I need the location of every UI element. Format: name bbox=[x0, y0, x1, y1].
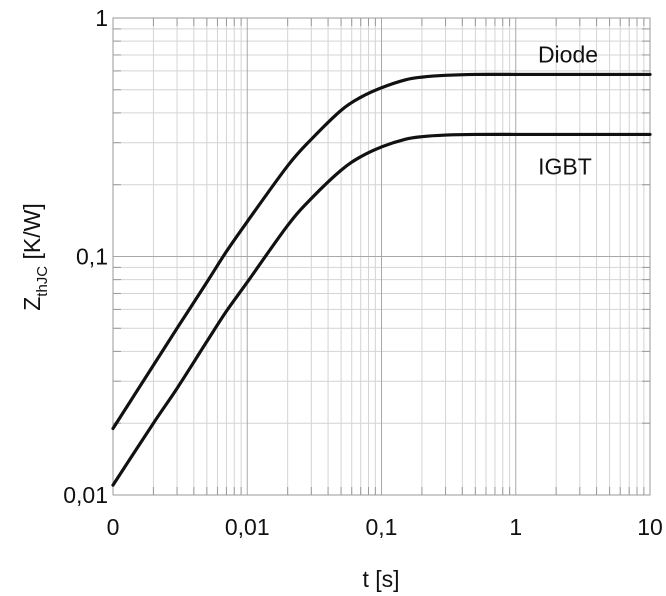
curves bbox=[111, 72, 652, 487]
x-tick-label: 0 bbox=[107, 514, 120, 540]
x-tick-label: 0,01 bbox=[225, 514, 270, 540]
series-label-diode: Diode bbox=[538, 41, 598, 67]
tick-marks bbox=[113, 18, 650, 495]
x-tick-label: 10 bbox=[637, 514, 663, 540]
y-axis-label-unit: [K/W] bbox=[19, 203, 45, 266]
x-tick-labels: 0 0,01 0,1 1 10 bbox=[107, 514, 663, 540]
y-axis-label-sub: thJC bbox=[34, 266, 51, 297]
x-tick-label: 1 bbox=[509, 514, 522, 540]
x-axis-label: t [s] bbox=[362, 566, 399, 592]
y-axis-label: ZthJC [K/W] bbox=[19, 203, 51, 311]
series-line-diode bbox=[111, 72, 652, 431]
y-tick-label: 1 bbox=[95, 5, 108, 31]
x-tick-label: 0,1 bbox=[366, 514, 398, 540]
y-tick-labels: 0,01 0,1 1 bbox=[63, 5, 108, 508]
series-labels: Diode IGBT bbox=[538, 41, 598, 179]
y-tick-label: 0,1 bbox=[76, 244, 108, 270]
series-line-igbt bbox=[111, 132, 652, 487]
y-axis-label-main: Z bbox=[19, 297, 45, 311]
plot-frame bbox=[112, 17, 651, 496]
series-label-igbt: IGBT bbox=[538, 153, 592, 179]
y-tick-label: 0,01 bbox=[63, 482, 108, 508]
